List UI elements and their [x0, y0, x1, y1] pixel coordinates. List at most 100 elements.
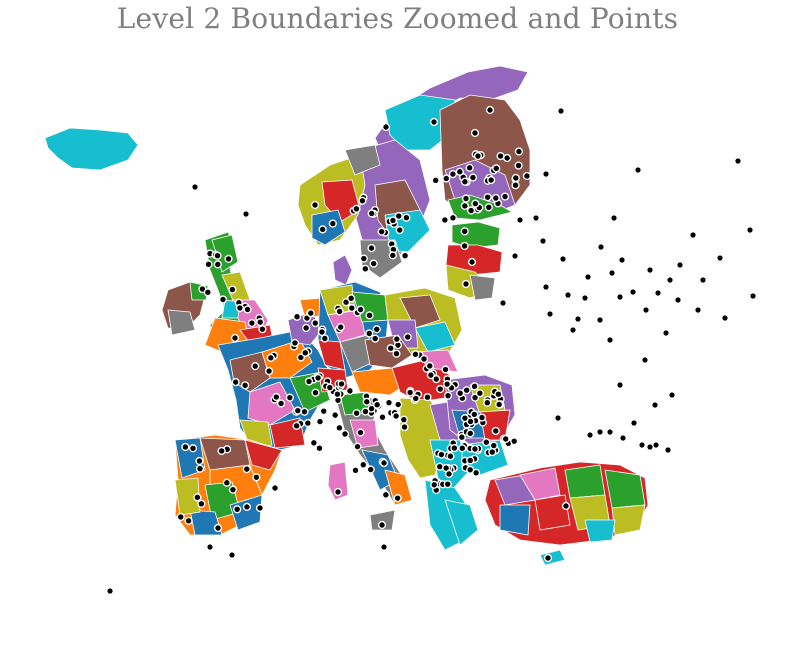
point-marker	[197, 499, 206, 508]
point-marker	[700, 277, 706, 283]
point-marker	[503, 153, 512, 163]
region-catalonia	[244, 439, 283, 471]
point-marker	[400, 251, 410, 260]
point-marker	[381, 544, 387, 550]
point-marker	[462, 386, 471, 395]
point-marker	[465, 163, 474, 172]
point-marker	[446, 452, 455, 461]
point-marker	[406, 388, 415, 397]
point-marker	[400, 422, 409, 432]
point-marker	[311, 388, 320, 397]
region-cyprus	[539, 549, 566, 566]
point-marker	[717, 255, 723, 261]
point-marker	[558, 108, 564, 114]
point-marker	[747, 227, 753, 233]
point-marker	[543, 171, 549, 177]
point-marker	[448, 170, 457, 179]
point-marker	[309, 438, 318, 447]
point-marker	[366, 465, 375, 474]
point-marker	[517, 217, 523, 223]
point-marker	[494, 390, 503, 399]
point-marker	[228, 485, 238, 494]
point-marker	[460, 241, 469, 251]
point-marker	[361, 264, 370, 273]
point-marker	[617, 382, 623, 388]
point-marker	[540, 238, 546, 244]
point-marker	[607, 429, 613, 435]
point-marker	[367, 209, 376, 218]
point-marker	[302, 323, 311, 333]
point-marker	[669, 392, 675, 398]
point-marker	[411, 350, 420, 359]
point-marker	[466, 429, 475, 438]
point-marker	[392, 411, 401, 421]
point-marker	[335, 307, 344, 316]
point-marker	[444, 469, 454, 478]
point-marker	[222, 478, 231, 487]
point-marker	[663, 330, 669, 336]
point-marker	[514, 147, 524, 156]
point-marker	[372, 325, 381, 334]
point-marker	[373, 400, 382, 409]
point-marker	[184, 516, 193, 525]
point-marker	[352, 409, 361, 418]
point-marker	[461, 279, 471, 289]
point-marker	[351, 466, 360, 475]
point-marker	[392, 349, 401, 358]
point-marker	[460, 414, 470, 423]
point-marker	[204, 260, 213, 269]
point-marker	[402, 213, 411, 222]
point-marker	[470, 410, 479, 419]
point-marker	[388, 216, 398, 225]
point-marker	[213, 260, 222, 269]
point-marker	[276, 399, 286, 408]
point-marker	[432, 375, 441, 384]
point-marker	[333, 390, 342, 399]
point-marker	[466, 206, 476, 215]
point-marker	[423, 393, 432, 402]
point-marker	[393, 494, 402, 503]
point-marker	[230, 333, 240, 343]
point-marker	[419, 354, 429, 364]
point-marker	[377, 520, 387, 530]
point-marker	[403, 332, 412, 342]
point-marker	[484, 203, 493, 212]
point-marker	[560, 256, 566, 262]
point-marker	[647, 267, 653, 273]
point-marker	[203, 288, 212, 297]
point-marker	[458, 444, 467, 453]
point-marker	[359, 460, 368, 469]
point-marker	[252, 473, 261, 482]
point-marker	[365, 311, 374, 320]
point-marker	[411, 394, 420, 403]
point-marker	[320, 334, 329, 343]
point-marker	[325, 383, 334, 392]
point-marker	[582, 295, 588, 301]
point-marker	[483, 193, 492, 202]
point-marker	[304, 377, 314, 386]
point-marker	[242, 502, 252, 511]
region-tr-north	[564, 464, 606, 499]
point-marker	[356, 428, 365, 437]
region-layer	[44, 65, 649, 566]
point-marker	[429, 117, 439, 127]
region-denmark	[332, 254, 353, 286]
point-marker	[473, 151, 483, 161]
point-marker	[247, 318, 256, 328]
point-marker	[491, 426, 500, 436]
point-marker	[630, 289, 636, 295]
point-marker	[643, 307, 649, 313]
point-marker	[362, 397, 371, 406]
region-tr-se	[611, 504, 646, 536]
point-marker	[570, 327, 576, 333]
point-marker	[195, 464, 205, 473]
point-marker	[379, 458, 389, 468]
point-marker	[461, 194, 471, 203]
region-sicily	[369, 509, 396, 531]
point-marker	[655, 290, 661, 296]
point-marker	[193, 493, 202, 502]
region-pl-north	[399, 294, 441, 329]
point-marker	[381, 490, 390, 499]
region-calabria	[384, 469, 413, 506]
